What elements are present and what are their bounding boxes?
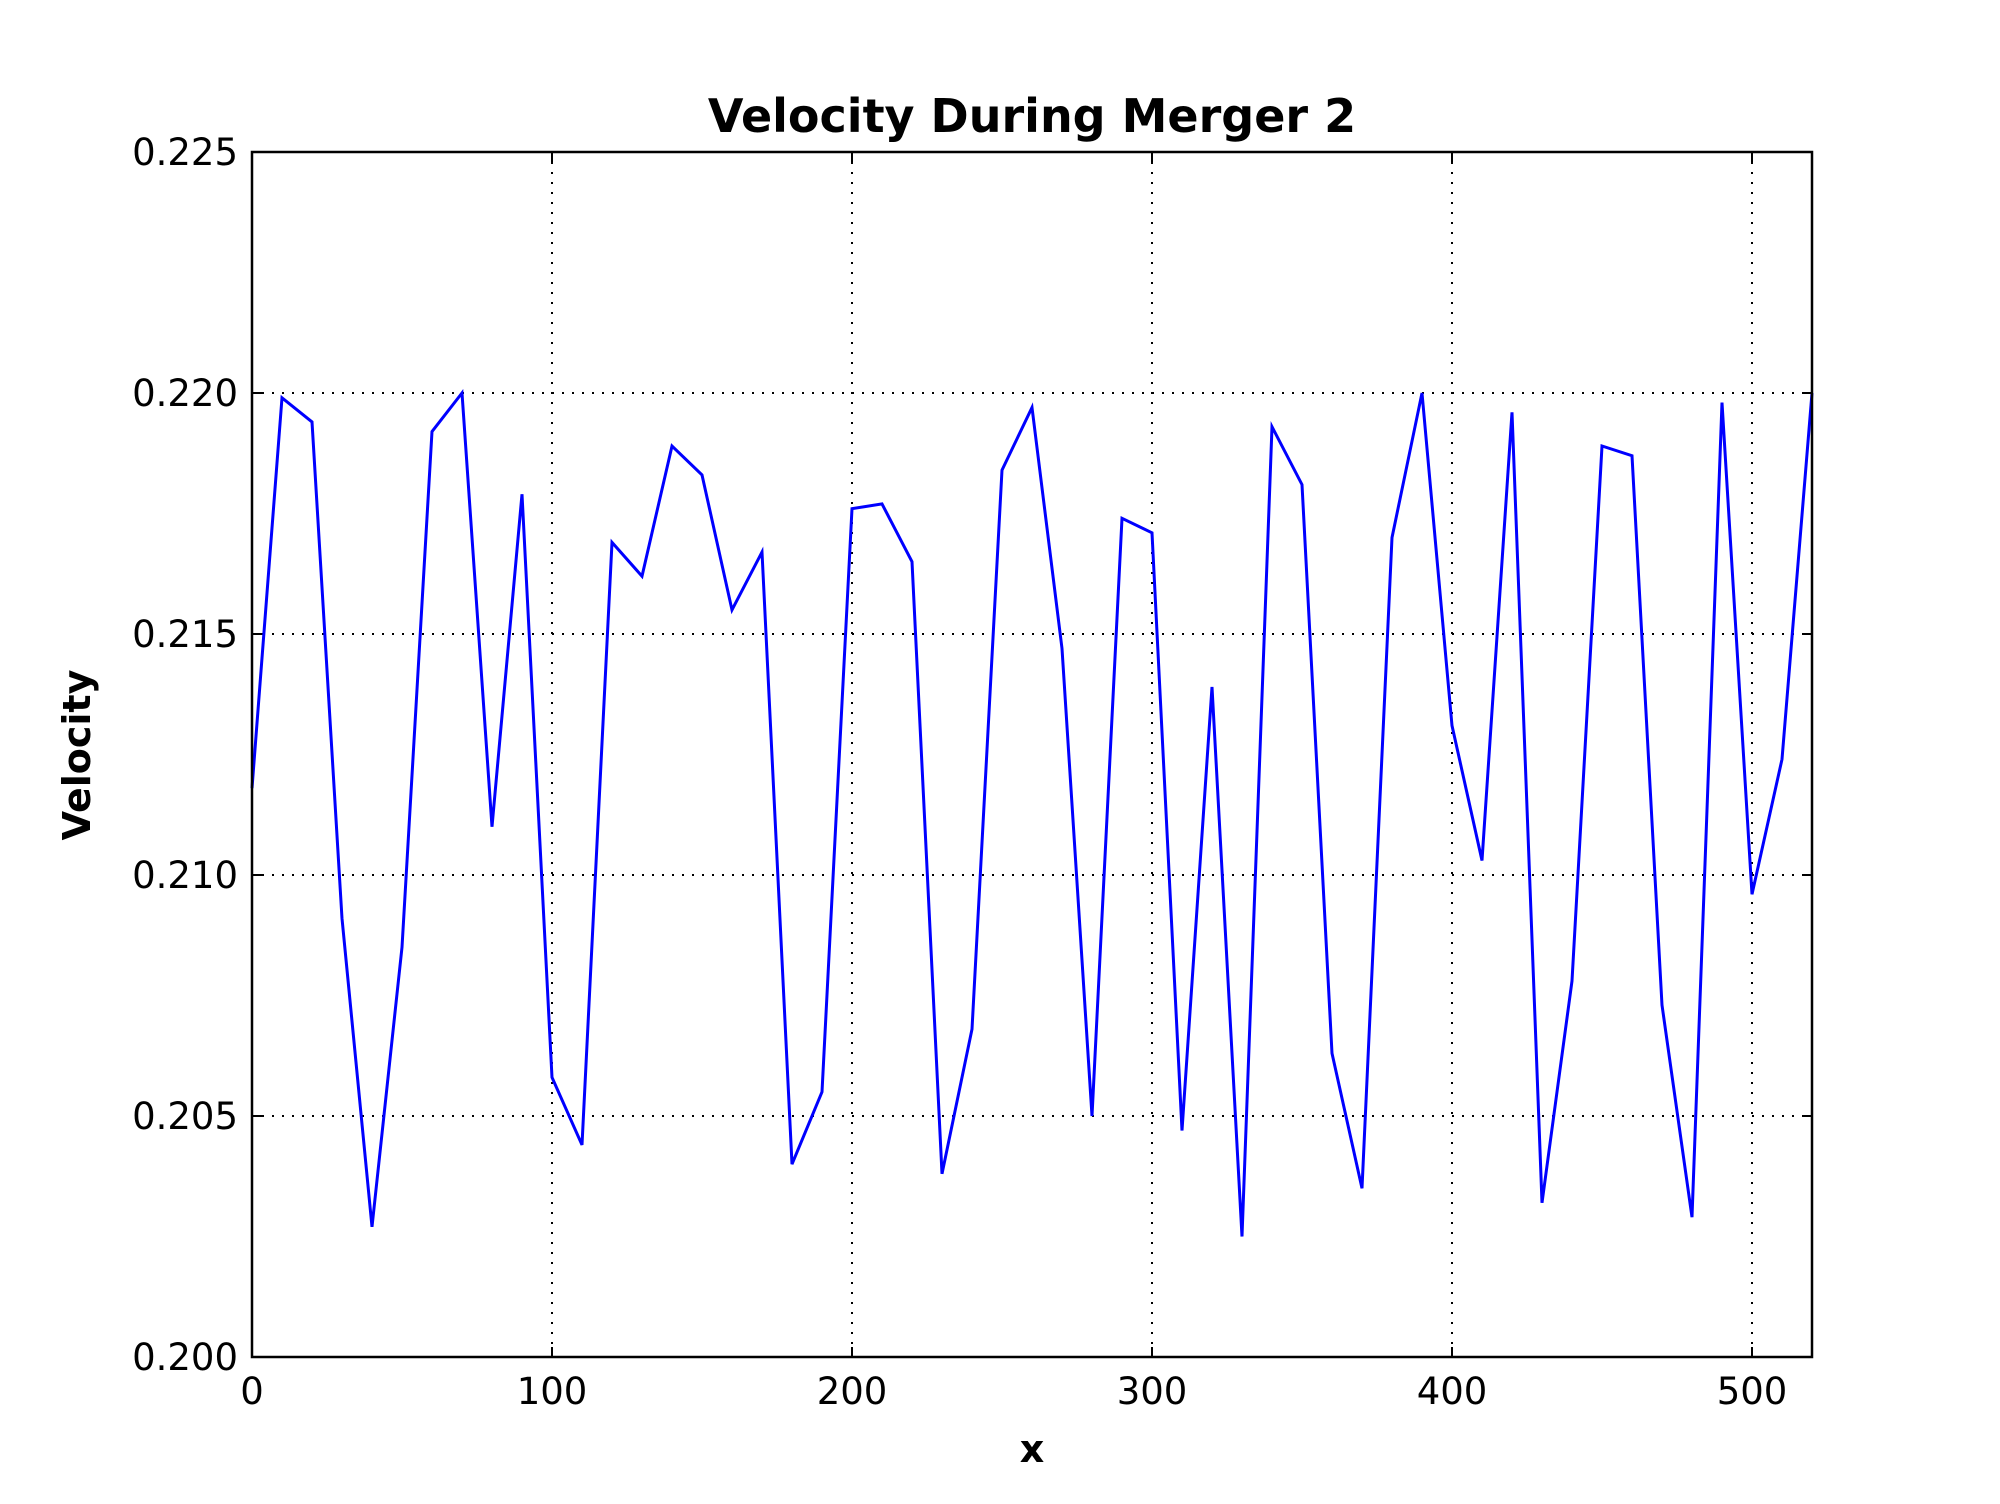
x-tick-label: 500 [1717,1370,1788,1413]
y-tick-label: 0.215 [132,613,238,656]
chart-title: Velocity During Merger 2 [708,89,1356,143]
ticks: 0 100 200 300 400 500 0.200 0.205 0.210 0.215 0.22… [132,131,1812,1413]
y-tick-label: 0.225 [132,131,238,174]
series-line [250,388,1814,1237]
y-tick-label: 0.220 [132,372,238,415]
x-tick-label: 100 [517,1370,588,1413]
y-axis-label: Velocity [55,669,99,840]
x-axis-label: x [1020,1427,1045,1471]
grid [252,152,1812,1357]
series-layer [250,388,1814,1237]
x-tick-label: 400 [1417,1370,1488,1413]
x-tick-label: 200 [817,1370,888,1413]
x-tick-label: 0 [240,1370,264,1413]
x-tick-label: 300 [1117,1370,1188,1413]
plot-frame [250,150,1814,1359]
y-tick-label: 0.210 [132,854,238,897]
y-tick-label: 0.205 [132,1095,238,1138]
y-tick-label: 0.200 [132,1336,238,1379]
